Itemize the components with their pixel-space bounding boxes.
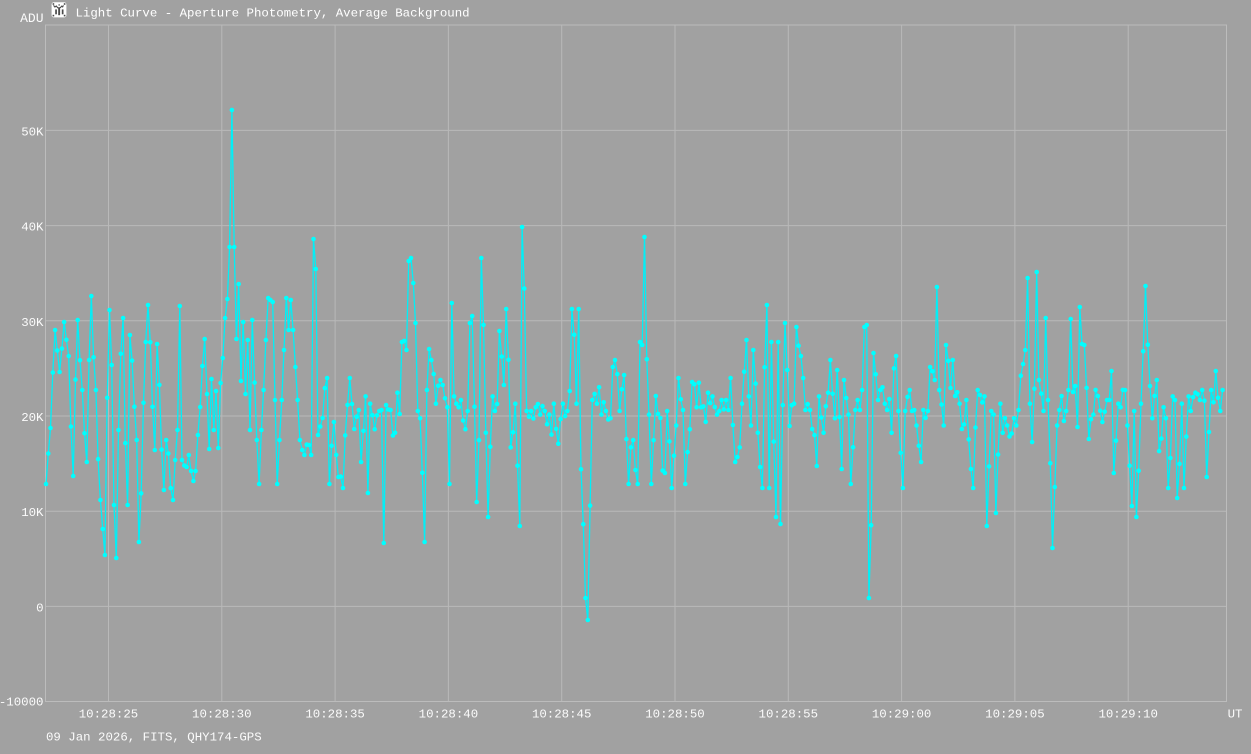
svg-text:10K: 10K (21, 506, 44, 520)
svg-text:10:29:05: 10:29:05 (985, 708, 1045, 722)
svg-text:10:28:55: 10:28:55 (759, 708, 819, 722)
svg-text:10:28:25: 10:28:25 (79, 708, 139, 722)
svg-text:10:29:10: 10:29:10 (1098, 708, 1158, 722)
svg-text:UT: UT (1228, 708, 1243, 722)
svg-text:10:28:40: 10:28:40 (419, 708, 479, 722)
svg-text:Light Curve - Aperture Photome: Light Curve - Aperture Photometry, Avera… (76, 7, 470, 21)
svg-text:20K: 20K (21, 411, 44, 425)
svg-text:-10000: -10000 (0, 696, 44, 710)
svg-text:10:29:00: 10:29:00 (872, 708, 932, 722)
svg-text:10:28:45: 10:28:45 (532, 708, 592, 722)
svg-text:10:28:35: 10:28:35 (305, 708, 365, 722)
svg-text:10:28:50: 10:28:50 (645, 708, 705, 722)
svg-text:ADU: ADU (20, 11, 43, 26)
svg-text:09 Jan 2026, FITS, QHY174-GPS: 09 Jan 2026, FITS, QHY174-GPS (46, 731, 262, 745)
svg-text:0: 0 (36, 601, 43, 615)
svg-text:10:28:30: 10:28:30 (192, 708, 252, 722)
svg-text:40K: 40K (21, 221, 44, 235)
svg-text:30K: 30K (21, 316, 44, 330)
svg-text:50K: 50K (21, 125, 44, 139)
